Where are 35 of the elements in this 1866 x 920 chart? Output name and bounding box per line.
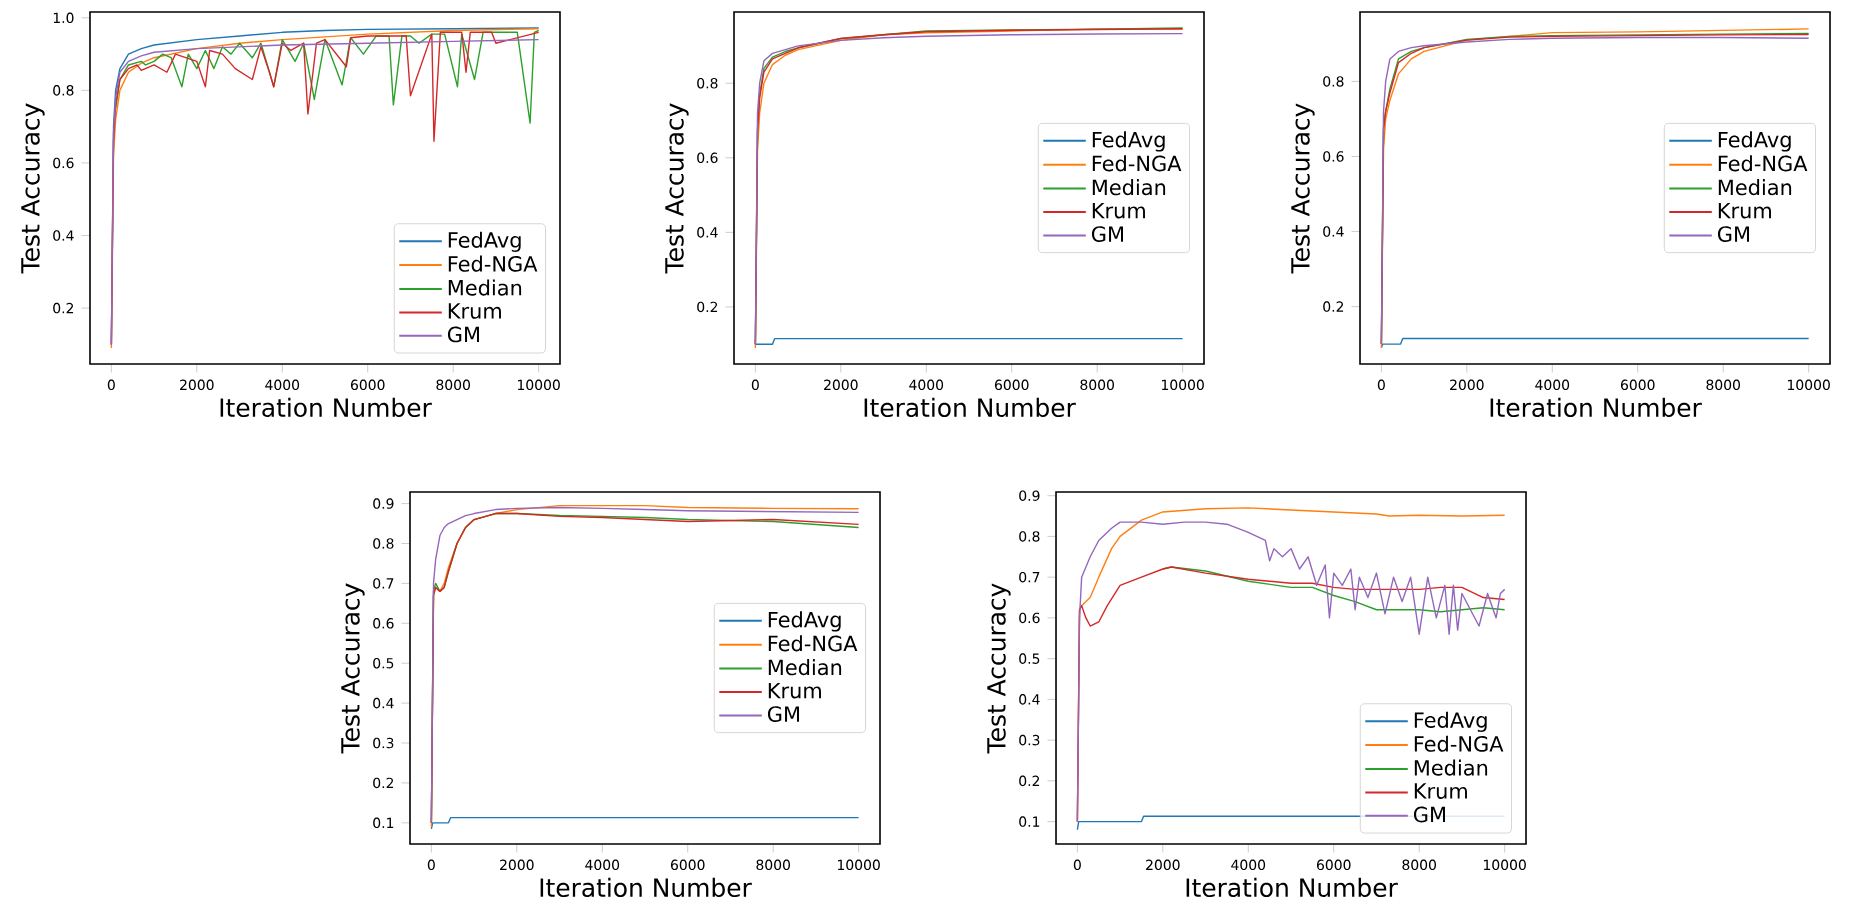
legend-label: FedAvg: [1414, 711, 1487, 732]
legend-label: Krum: [768, 682, 821, 699]
legend-label: Krum: [448, 303, 501, 319]
legend-label: Median: [1092, 179, 1166, 196]
legend-label: FedAvg: [1092, 131, 1165, 152]
legend-label: GM: [1091, 226, 1123, 242]
x-axis-title: Iteration Number: [864, 397, 1076, 418]
y-axis-title: Test Accuracy: [665, 103, 689, 274]
legend-label: Krum: [1718, 202, 1771, 219]
legend-label: Fed-NGA: [1414, 735, 1504, 752]
legend-label: Fed-NGA: [768, 635, 858, 652]
legend-label: Fed-NGA: [1092, 155, 1182, 172]
legend-label: Fed-NGA: [1718, 155, 1808, 172]
legend-label: FedAvg: [768, 611, 841, 632]
y-axis-title: Test Accuracy: [987, 583, 1011, 754]
legend-label: Median: [768, 659, 842, 676]
y-axis-title: Test Accuracy: [21, 103, 45, 274]
legend-label: Median: [1718, 179, 1792, 196]
legend-label: Krum: [1092, 202, 1145, 219]
x-axis-title: Iteration Number: [1490, 397, 1702, 418]
legend-label: Krum: [1414, 783, 1467, 799]
y-axis-title: Test Accuracy: [1291, 103, 1315, 274]
legend-label: GM: [1413, 806, 1445, 823]
legend-label: Fed-NGA: [448, 255, 538, 272]
y-axis-title: Test Accuracy: [341, 583, 365, 754]
legend-label: Median: [1414, 759, 1488, 776]
legend-label: Median: [448, 279, 522, 296]
legend-label: FedAvg: [1718, 131, 1791, 152]
legend-label: FedAvg: [448, 231, 521, 252]
legend-label: GM: [1717, 226, 1749, 242]
legend-label: GM: [447, 326, 479, 343]
legend-label: GM: [767, 706, 799, 722]
x-axis-title: Iteration Number: [220, 397, 432, 418]
x-axis-title: Iteration Number: [540, 877, 752, 898]
x-axis-title: Iteration Number: [1186, 877, 1398, 898]
